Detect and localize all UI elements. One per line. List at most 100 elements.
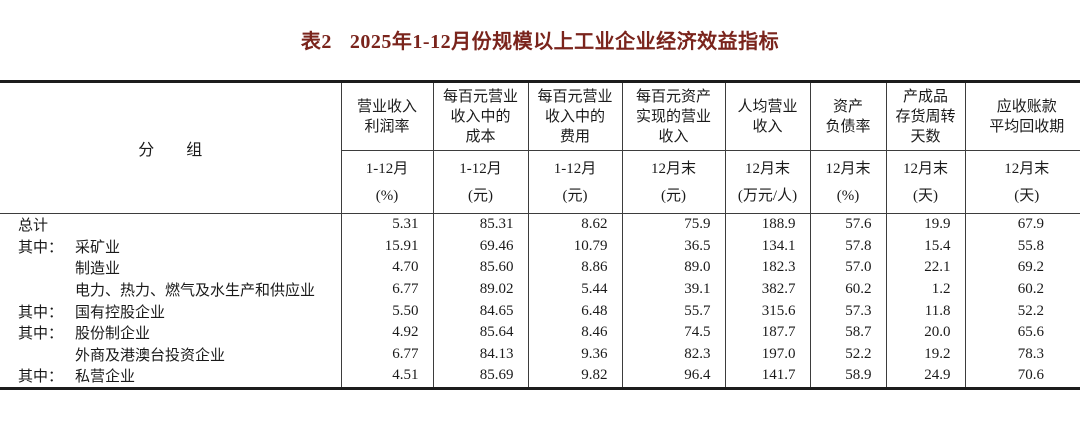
- header-title-cell: 每百元资产 实现的营业 收入: [621, 81, 726, 151]
- table-row: 其中： 采矿业 15.91 69.46 10.79 36.5 134.1 57.8 15.4 55…: [0, 235, 1080, 258]
- data-cell: 15.4: [885, 235, 966, 258]
- row-label-text: 采矿业: [75, 239, 121, 256]
- data-cell: 89.0: [621, 257, 726, 279]
- header-title-cell: 每百元营业 收入中的 成本: [432, 81, 529, 151]
- row-label: 其中： 股份制企业: [0, 321, 342, 344]
- data-cell: 57.0: [809, 257, 887, 279]
- row-label: 其中： 私营企业: [0, 365, 342, 389]
- data-cell: 60.2: [964, 278, 1080, 301]
- header-row-titles: 分 组 营业收入 利润率 每百元营业 收入中的 成本 每百元营业 收入中的 费用 每百…: [0, 81, 1080, 214]
- row-label: 电力、热力、燃气及水生产和供应业: [0, 278, 342, 301]
- header-title-cell: 人均营业 收入: [724, 81, 811, 151]
- data-cell: 382.7: [724, 278, 811, 301]
- data-cell: 9.82: [527, 365, 623, 389]
- table-body: 总计 5.31 85.31 8.62 75.9 188.9 57.6 19.9 67.9 其中： 采…: [0, 213, 1080, 389]
- data-cell: 4.51: [340, 365, 434, 389]
- header-title-cell: 应收账款 平均回收期: [964, 81, 1080, 151]
- row-label-prefix: 其中：: [18, 326, 64, 343]
- data-cell: 69.2: [964, 257, 1080, 279]
- data-cell: 8.86: [527, 257, 623, 279]
- row-label-text: 股份制企业: [75, 326, 151, 343]
- data-cell: 85.60: [432, 257, 529, 279]
- header-period-cell: 12月末 (万元/人): [724, 150, 811, 214]
- header-unit: (%): [836, 187, 860, 204]
- row-label: 总计: [0, 213, 342, 236]
- data-cell: 57.6: [809, 213, 887, 236]
- data-cell: 1.2: [885, 278, 966, 301]
- data-cell: 96.4: [621, 365, 726, 389]
- data-cell: 55.7: [621, 300, 726, 322]
- data-cell: 19.9: [885, 213, 966, 236]
- data-cell: 9.36: [527, 343, 623, 366]
- data-cell: 36.5: [621, 235, 726, 258]
- data-cell: 6.77: [340, 278, 434, 301]
- data-cell: 55.8: [964, 235, 1080, 258]
- data-cell: 84.13: [432, 343, 529, 366]
- header-period: 12月末: [1004, 160, 1050, 177]
- header-period-cell: 12月末 (元): [621, 150, 726, 214]
- data-cell: 89.02: [432, 278, 529, 301]
- header-unit: (元): [468, 187, 493, 204]
- header-period-cell: 12月末 (天): [964, 150, 1080, 214]
- economic-indicators-table: 分 组 营业收入 利润率 每百元营业 收入中的 成本 每百元营业 收入中的 费用 每百…: [0, 80, 1080, 390]
- data-cell: 84.65: [432, 300, 529, 322]
- row-label-prefix: 其中：: [18, 369, 64, 386]
- header-period: 12月末: [744, 160, 790, 177]
- data-cell: 141.7: [724, 365, 811, 389]
- header-period-cell: 12月末 (天): [885, 150, 966, 214]
- table-row: 其中： 私营企业 4.51 85.69 9.82 96.4 141.7 58.9 24.9 70.…: [0, 365, 1080, 389]
- data-cell: 69.46: [432, 235, 529, 258]
- row-label-prefix: 其中：: [18, 239, 64, 256]
- table-row: 总计 5.31 85.31 8.62 75.9 188.9 57.6 19.9 67.9: [0, 213, 1080, 236]
- header-title-cell: 营业收入 利润率: [340, 81, 434, 151]
- data-cell: 19.2: [885, 343, 966, 366]
- data-cell: 24.9: [885, 365, 966, 389]
- data-cell: 22.1: [885, 257, 966, 279]
- data-cell: 187.7: [724, 321, 811, 344]
- header-unit: (%): [375, 187, 399, 204]
- data-cell: 85.69: [432, 365, 529, 389]
- data-cell: 85.64: [432, 321, 529, 344]
- row-label: 其中： 国有控股企业: [0, 300, 342, 322]
- header-period: 1-12月: [459, 160, 502, 177]
- header-row-periods: 1-12月 (%) 1-12月 (元) 1-12月 (元) 12月末 (元) 12月末 (万元/人…: [0, 150, 1080, 214]
- data-cell: 188.9: [724, 213, 811, 236]
- row-label-text: 总计: [18, 218, 49, 235]
- row-label-text: 外商及港澳台投资企业: [75, 347, 226, 364]
- data-cell: 58.9: [809, 365, 887, 389]
- header-unit: (天): [1014, 187, 1040, 204]
- header-period-cell: 12月末 (%): [809, 150, 887, 214]
- row-label: 制造业: [0, 257, 342, 279]
- data-cell: 57.8: [809, 235, 887, 258]
- table-header: 分 组 营业收入 利润率 每百元营业 收入中的 成本 每百元营业 收入中的 费用 每百…: [0, 81, 1080, 214]
- header-period-cell: 1-12月 (元): [527, 150, 623, 214]
- table-wrapper: 分 组 营业收入 利润率 每百元营业 收入中的 成本 每百元营业 收入中的 费用 每百…: [0, 80, 1080, 390]
- header-title-cell: 产成品 存货周转 天数: [885, 81, 966, 151]
- table-title-text: 2025年1-12月份规模以上工业企业经济效益指标: [349, 31, 780, 53]
- table-row: 电力、热力、燃气及水生产和供应业 6.77 89.02 5.44 39.1 382.7 60…: [0, 278, 1080, 301]
- data-cell: 11.8: [885, 300, 966, 322]
- data-cell: 4.70: [340, 257, 434, 279]
- header-period: 1-12月: [365, 160, 409, 177]
- data-cell: 6.48: [527, 300, 623, 322]
- table-row: 制造业 4.70 85.60 8.86 89.0 182.3 57.0 22.1 69.2: [0, 257, 1080, 279]
- data-cell: 65.6: [964, 321, 1080, 344]
- data-cell: 197.0: [724, 343, 811, 366]
- header-unit: (天): [913, 187, 938, 204]
- data-cell: 8.62: [527, 213, 623, 236]
- header-unit: (元): [562, 187, 588, 204]
- data-cell: 70.6: [964, 365, 1080, 389]
- header-period-cell: 1-12月 (元): [432, 150, 529, 214]
- data-cell: 82.3: [621, 343, 726, 366]
- data-cell: 4.92: [340, 321, 434, 344]
- header-period: 12月末: [902, 160, 948, 177]
- table-row: 其中： 国有控股企业 5.50 84.65 6.48 55.7 315.6 57.3 11.8 5…: [0, 300, 1080, 322]
- data-cell: 39.1: [621, 278, 726, 301]
- data-cell: 52.2: [809, 343, 887, 366]
- row-label-text: 私营企业: [75, 369, 136, 386]
- table-title-number: 表2: [300, 31, 332, 53]
- group-header-cell: 分 组: [0, 81, 342, 214]
- data-cell: 182.3: [724, 257, 811, 279]
- data-cell: 57.3: [809, 300, 887, 322]
- header-period-cell: 1-12月 (%): [340, 150, 434, 214]
